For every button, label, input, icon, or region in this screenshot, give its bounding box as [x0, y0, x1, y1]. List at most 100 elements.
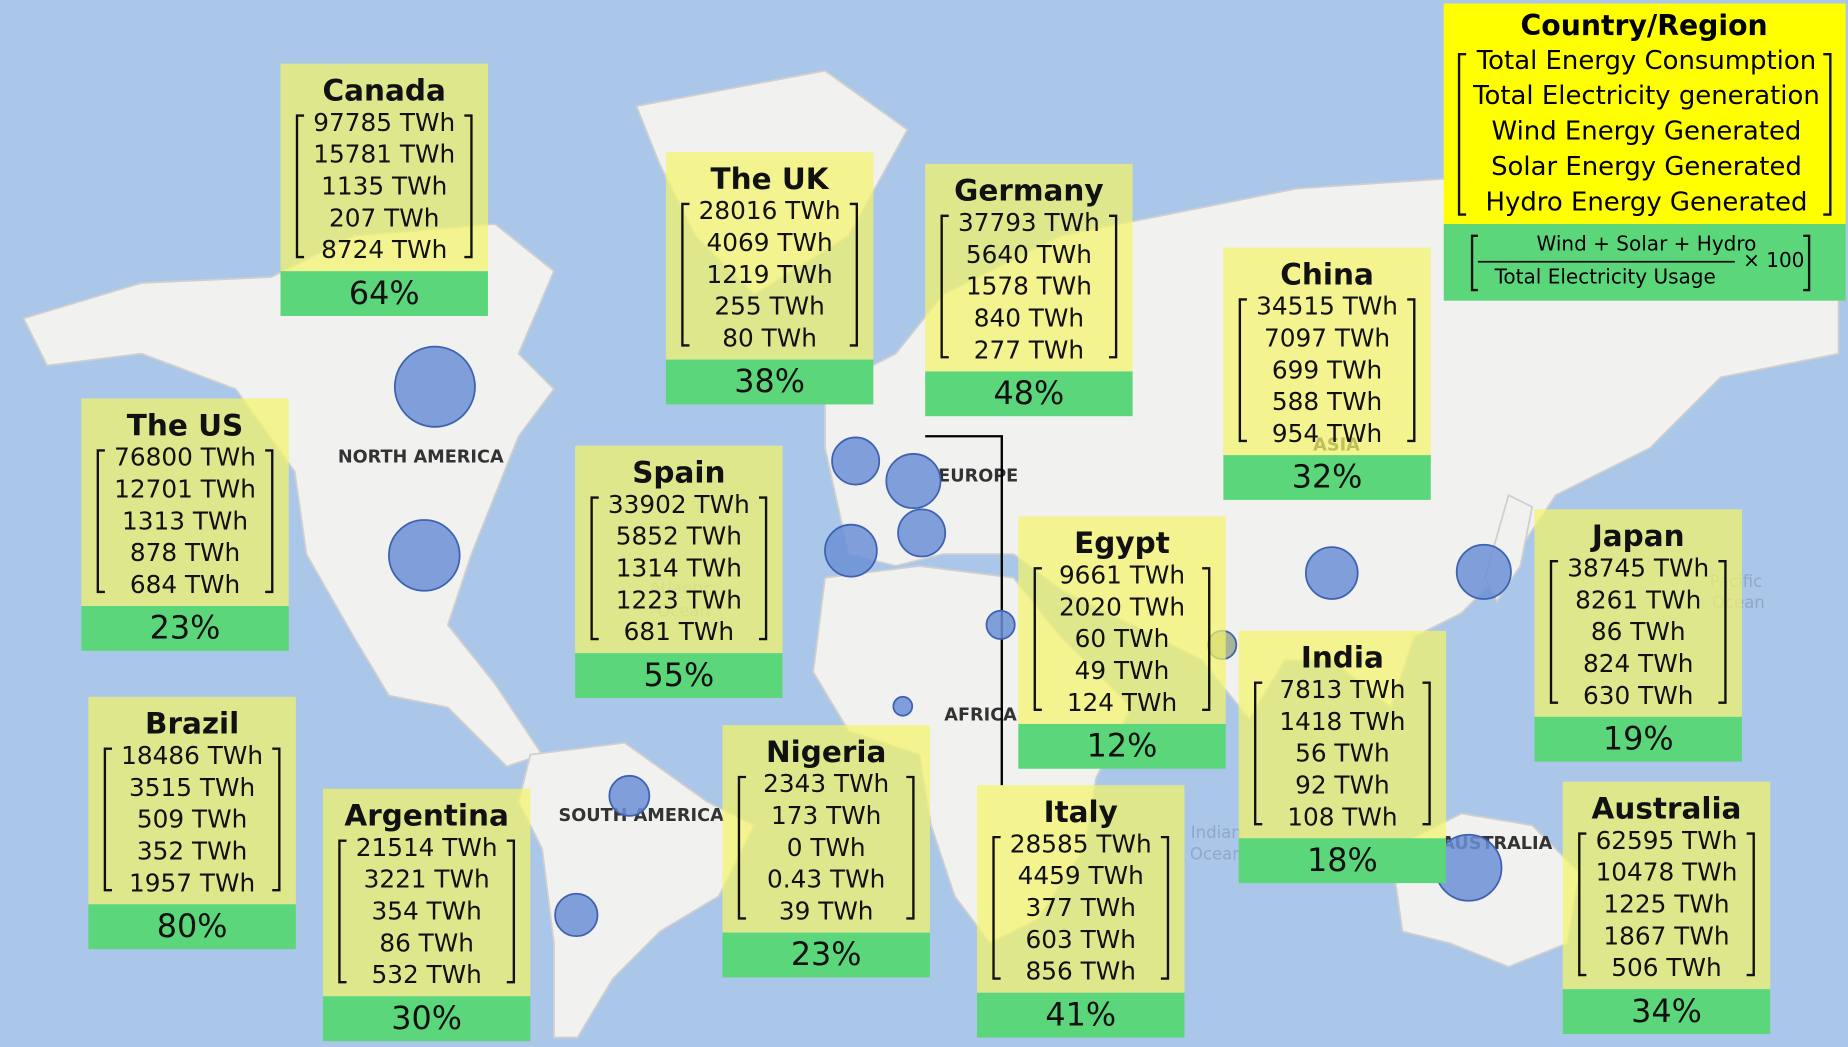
share-box — [665, 359, 874, 405]
renewable-share: 19% — [1603, 719, 1674, 757]
legend-bracket — [1457, 53, 1832, 216]
energy-value: 21514 TWh — [356, 833, 498, 862]
energy-value: 824 TWh — [1583, 649, 1693, 678]
energy-value: 1223 TWh — [616, 585, 742, 614]
legend-title: Country/Region — [1521, 9, 1768, 42]
legend-line: Total Electricity generation — [1472, 81, 1820, 111]
bubble — [985, 609, 1016, 640]
map-label: Ocean — [1190, 844, 1243, 863]
bubble — [393, 345, 476, 428]
country-name: Egypt — [1074, 526, 1170, 560]
bubble — [831, 436, 881, 486]
energy-value: 49 TWh — [1075, 656, 1170, 685]
energy-value: 684 TWh — [130, 570, 240, 599]
energy-value: 207 TWh — [329, 203, 439, 232]
energy-value: 39 TWh — [779, 897, 874, 926]
legend-line: Hydro Energy Generated — [1485, 187, 1807, 217]
renewable-share: 34% — [1631, 992, 1702, 1030]
energy-value: 0.43 TWh — [767, 865, 885, 894]
energy-value: 2020 TWh — [1059, 592, 1185, 621]
country-name: Brazil — [145, 707, 239, 741]
formula-denominator: Total Electricity Usage — [1494, 265, 1716, 289]
energy-value: 56 TWh — [1295, 739, 1390, 768]
formula-numerator: Wind + Solar + Hydro — [1537, 232, 1757, 256]
south-america — [517, 741, 756, 1039]
map-label: Indian — [1191, 823, 1242, 842]
bracket — [992, 835, 1170, 980]
card-box — [280, 63, 488, 272]
map-label: EUROPE — [938, 466, 1018, 486]
share-box — [977, 992, 1185, 1038]
renewable-share: 64% — [349, 274, 420, 312]
legend-line: Total Energy Consumption — [1476, 46, 1816, 76]
energy-value: 630 TWh — [1583, 681, 1693, 710]
bubble — [824, 523, 878, 578]
energy-value: 277 TWh — [974, 335, 1084, 364]
connector-line — [925, 435, 1003, 786]
energy-value: 354 TWh — [371, 897, 481, 926]
energy-value: 588 TWh — [1272, 387, 1382, 416]
energy-value: 7097 TWh — [1264, 324, 1390, 353]
bracket — [96, 449, 274, 594]
energy-value: 4069 TWh — [707, 228, 833, 257]
country-name: The UK — [711, 162, 830, 196]
card-box — [925, 163, 1133, 372]
energy-value: 878 TWh — [130, 538, 240, 567]
share-box — [81, 606, 289, 651]
energy-value: 33902 TWh — [608, 490, 750, 519]
legend: Country/Region Wind + Solar + Hydro Tota… — [1443, 3, 1846, 301]
energy-value: 9661 TWh — [1059, 561, 1185, 590]
energy-value: 1418 TWh — [1279, 707, 1405, 736]
energy-value: 5640 TWh — [966, 240, 1092, 269]
country-name: Italy — [1044, 795, 1118, 829]
country-name: Australia — [1592, 792, 1742, 826]
bracket — [1254, 681, 1431, 826]
share-box — [1534, 716, 1742, 762]
energy-value: 108 TWh — [1287, 802, 1397, 831]
map-label: AFRICA — [944, 706, 1017, 726]
energy-value: 15781 TWh — [313, 140, 455, 169]
energy-value: 1225 TWh — [1603, 890, 1729, 919]
renewable-share: 38% — [734, 362, 805, 400]
share-box — [1018, 723, 1226, 769]
country-name: Germany — [954, 174, 1103, 208]
card-box — [575, 445, 783, 654]
card-box — [1534, 509, 1742, 717]
bubble — [554, 892, 599, 938]
legend-line: Wind Energy Generated — [1492, 117, 1802, 147]
share-box — [925, 371, 1133, 417]
bracket — [681, 202, 858, 347]
share-box — [1223, 455, 1431, 500]
energy-value: 5852 TWh — [616, 522, 742, 551]
renewable-share: 12% — [1087, 727, 1158, 765]
energy-value: 28016 TWh — [699, 196, 841, 225]
energy-value: 352 TWh — [137, 836, 247, 865]
map-label: NORTH AMERICA — [338, 447, 504, 467]
energy-value: 1957 TWh — [129, 868, 255, 897]
formula-multiplier: × 100 — [1743, 248, 1804, 272]
energy-value: 1219 TWh — [707, 260, 833, 289]
energy-value: 1313 TWh — [122, 506, 248, 535]
legend-line: Solar Energy Generated — [1491, 152, 1802, 182]
card-box — [88, 696, 296, 905]
bracket — [338, 839, 516, 984]
share-box — [280, 271, 488, 316]
energy-value: 506 TWh — [1611, 953, 1721, 982]
energy-value: 856 TWh — [1026, 957, 1136, 986]
energy-value: 3515 TWh — [129, 773, 255, 802]
renewable-share: 30% — [391, 999, 462, 1037]
energy-value: 86 TWh — [379, 928, 474, 957]
energy-value: 60 TWh — [1075, 624, 1170, 653]
energy-value: 3221 TWh — [364, 865, 490, 894]
bracket — [1238, 298, 1416, 443]
bubble — [608, 774, 651, 817]
energy-value: 10478 TWh — [1596, 858, 1738, 887]
energy-value: 377 TWh — [1026, 893, 1136, 922]
energy-value: 18486 TWh — [121, 741, 263, 770]
